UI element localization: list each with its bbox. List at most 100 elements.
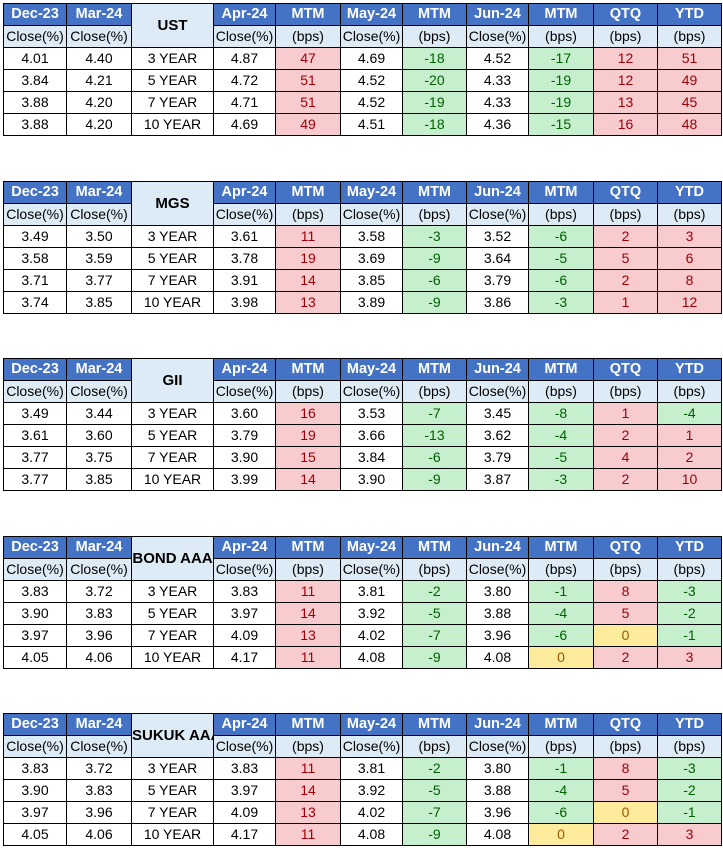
bps-change-cell: 2 [657,446,722,469]
bps-change-cell: 51 [275,91,341,114]
column-unit: Close(%) [3,735,67,758]
tenor-cell: 3 YEAR [131,47,214,70]
bps-change-cell: -1 [528,580,594,603]
yield-cell: 4.17 [213,823,276,846]
yield-cell: 4.08 [340,823,403,846]
bps-change-cell: 14 [275,602,341,625]
table-row: 3.49 3.50 3 YEAR 3.61 11 3.58 -3 3.52 -6 2 3 [3,225,722,248]
bps-change-cell: -7 [402,402,467,425]
header-row: Dec-23 Mar-24 SUKUK AAA Apr-24 MTM May-24 MTM J… [3,713,722,758]
column-header: MTM [275,358,341,381]
yield-cell: 3.77 [3,446,67,469]
yield-cell: 3.92 [340,779,403,802]
yield-cell: 4.20 [66,113,132,136]
bps-change-cell: 16 [593,113,658,136]
bps-change-cell: -1 [657,624,722,647]
column-unit: (bps) [593,203,658,226]
yield-cell: 4.06 [66,823,132,846]
table-row: 3.97 3.96 7 YEAR 4.09 13 4.02 -7 3.96 -6 0 -1 [3,801,722,824]
table-row: 3.83 3.72 3 YEAR 3.83 11 3.81 -2 3.80 -1 8 -3 [3,757,722,780]
column-unit: Close(%) [3,558,67,581]
column-header: MTM [402,181,467,204]
table-row: 3.77 3.85 10 YEAR 3.99 14 3.90 -9 3.87 -3 2 10 [3,468,722,491]
table-row: 3.90 3.83 5 YEAR 3.97 14 3.92 -5 3.88 -4 5 -2 [3,779,722,802]
yield-table-ust: Dec-23 Mar-24 UST Apr-24 MTM May-24 MTM Jun-24 M… [3,3,722,136]
column-unit: Close(%) [66,380,132,403]
column-unit: Close(%) [466,25,529,48]
bps-change-cell: 11 [275,757,341,780]
yield-cell: 3.77 [66,269,132,292]
column-header: QTQ [593,536,658,559]
yield-cell: 4.05 [3,646,67,669]
yield-cell: 3.96 [66,801,132,824]
yield-cell: 4.09 [213,801,276,824]
column-header: YTD [657,536,722,559]
bps-change-cell: -2 [402,757,467,780]
bps-change-cell: 11 [275,580,341,603]
column-unit: Close(%) [66,558,132,581]
column-unit: Close(%) [66,25,132,48]
column-unit: Close(%) [466,735,529,758]
bps-change-cell: 11 [275,823,341,846]
bps-change-cell: 49 [657,69,722,92]
subheader-row: Close(%) Close(%) Close(%) (bps) Close(%) (bp… [3,25,722,48]
column-unit: (bps) [593,380,658,403]
yield-table-mgs: Dec-23 Mar-24 MGS Apr-24 MTM May-24 MTM Jun-24 M… [3,181,722,314]
yield-cell: 3.62 [466,424,529,447]
column-unit: Close(%) [340,25,403,48]
bps-change-cell: 8 [593,580,658,603]
yield-cell: 3.44 [66,402,132,425]
column-header: Jun-24 [466,713,529,736]
column-unit: (bps) [275,203,341,226]
yield-cell: 3.83 [213,580,276,603]
column-header: MTM [402,713,467,736]
column-header: QTQ [593,358,658,381]
yield-cell: 3.83 [66,779,132,802]
yield-cell: 3.77 [3,468,67,491]
bps-change-cell: -3 [657,757,722,780]
tenor-cell: 7 YEAR [131,801,214,824]
yield-cell: 3.96 [66,624,132,647]
column-header: Mar-24 [66,3,132,26]
column-header: MTM [528,358,594,381]
yield-cell: 3.83 [213,757,276,780]
column-unit: Close(%) [466,558,529,581]
column-unit: (bps) [593,558,658,581]
yield-cell: 3.80 [466,580,529,603]
table-row: 4.05 4.06 10 YEAR 4.17 11 4.08 -9 4.08 0 2 3 [3,646,722,669]
yield-cell: 3.79 [213,424,276,447]
column-header: Jun-24 [466,3,529,26]
bps-change-cell: 2 [593,646,658,669]
bps-change-cell: -13 [402,424,467,447]
column-header: MTM [275,536,341,559]
yield-table-bond-aaa: Dec-23 Mar-24 BOND AAA Apr-24 MTM May-24 MTM Ju… [3,536,722,669]
column-header: Mar-24 [66,536,132,559]
column-unit: (bps) [593,25,658,48]
yield-cell: 3.97 [213,602,276,625]
bps-change-cell: 5 [593,247,658,270]
yield-cell: 4.69 [340,47,403,70]
yield-cell: 3.90 [340,468,403,491]
table-row: 3.61 3.60 5 YEAR 3.79 19 3.66 -13 3.62 -4 2 1 [3,424,722,447]
yield-cell: 3.75 [66,446,132,469]
yield-cell: 3.88 [466,602,529,625]
tenor-cell: 5 YEAR [131,69,214,92]
bps-change-cell: -5 [528,446,594,469]
yield-cell: 4.06 [66,646,132,669]
yield-cell: 3.60 [66,424,132,447]
data-table: Dec-23 Mar-24 BOND AAA Apr-24 MTM May-24 MTM Ju… [3,536,722,669]
yield-cell: 3.64 [466,247,529,270]
bps-change-cell: 8 [657,269,722,292]
bps-change-cell: -18 [402,47,467,70]
yield-cell: 3.52 [466,225,529,248]
bps-change-cell: -3 [528,291,594,314]
bps-change-cell: -9 [402,247,467,270]
table-row: 3.90 3.83 5 YEAR 3.97 14 3.92 -5 3.88 -4 5 -2 [3,602,722,625]
column-header: YTD [657,181,722,204]
yield-cell: 4.20 [66,91,132,114]
yield-cell: 3.98 [213,291,276,314]
bps-change-cell: 2 [593,424,658,447]
bps-change-cell: -6 [402,446,467,469]
yield-cell: 4.17 [213,646,276,669]
column-header: MTM [275,3,341,26]
